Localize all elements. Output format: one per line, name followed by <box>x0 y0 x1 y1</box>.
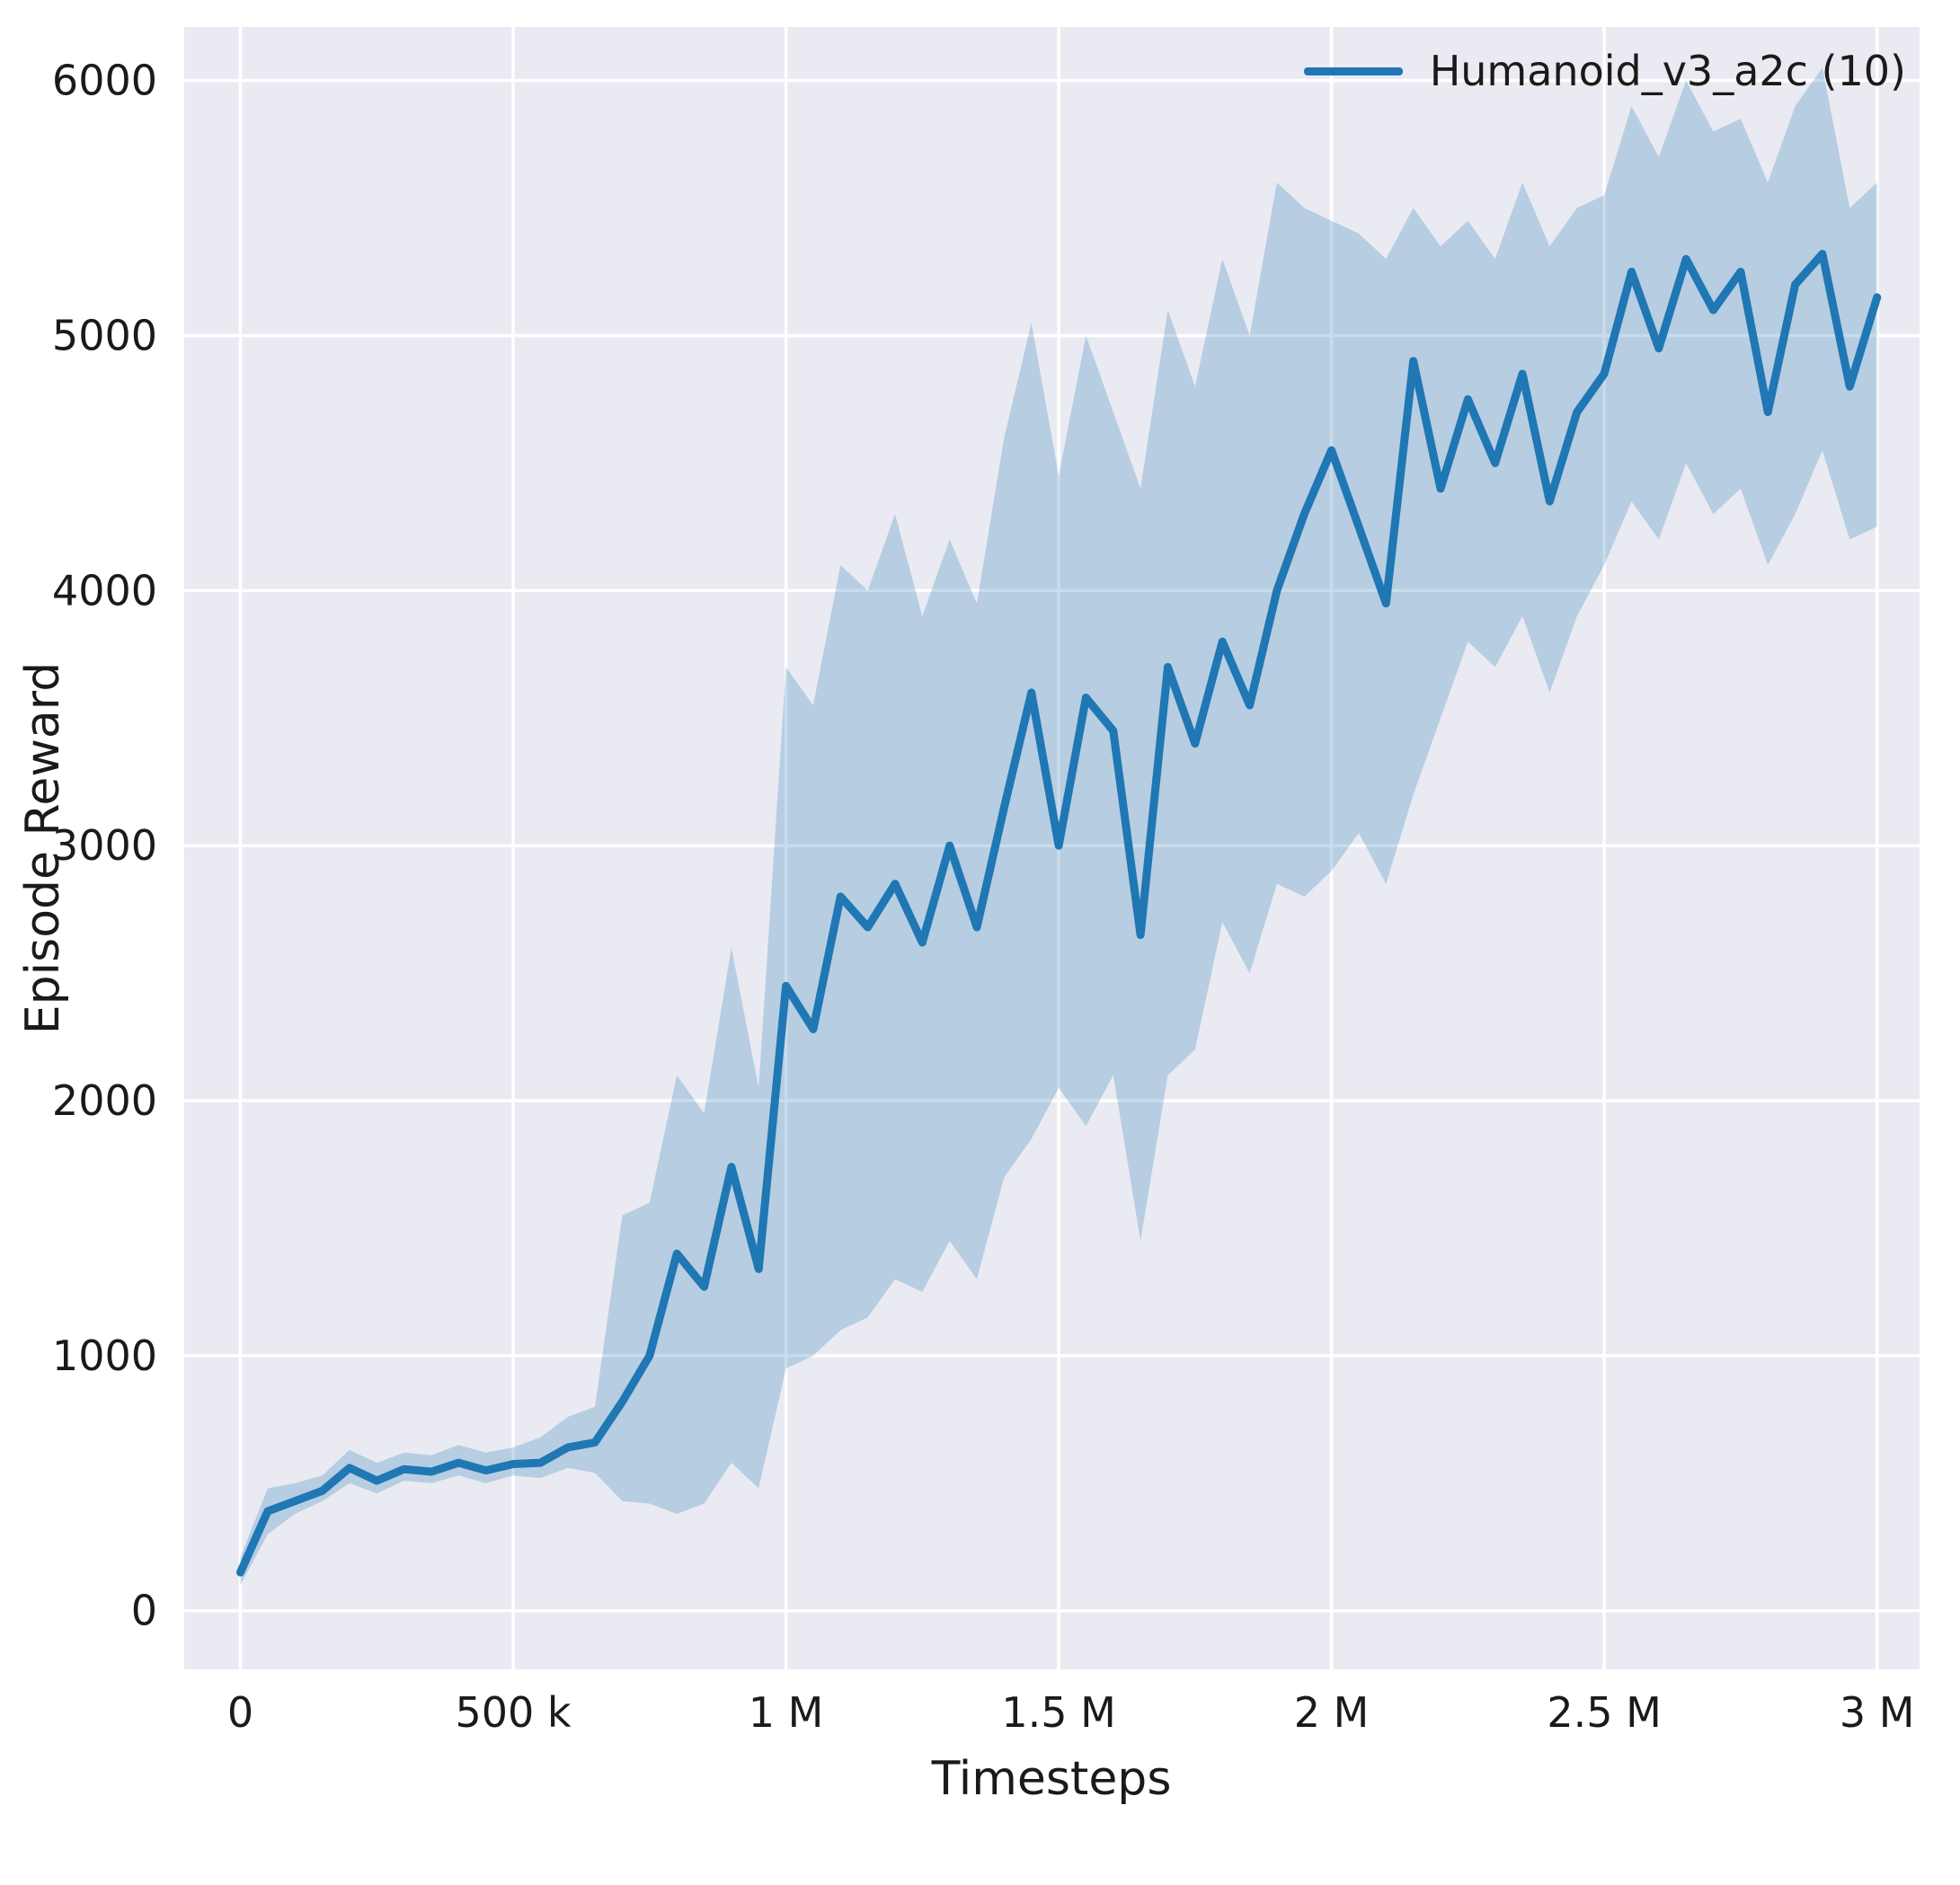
legend-line-swatch <box>1303 66 1403 75</box>
y-tick-label: 4000 <box>52 566 157 615</box>
x-tick-label: 1 M <box>749 1688 824 1737</box>
mean-reward-line <box>236 250 1882 1577</box>
x-tick-label: 0 <box>227 1688 253 1737</box>
x-axis-label: Timesteps <box>931 1752 1172 1806</box>
x-tick-label: 1.5 M <box>1001 1688 1115 1737</box>
plot-background <box>184 27 1920 1669</box>
x-tick-label: 500 k <box>455 1688 571 1737</box>
y-tick-label: 1000 <box>52 1332 157 1380</box>
y-tick-label: 6000 <box>52 57 157 105</box>
y-tick-label: 0 <box>131 1587 157 1635</box>
y-tick-label: 5000 <box>52 312 157 360</box>
x-tick-label: 3 M <box>1840 1688 1915 1737</box>
legend: Humanoid_v3_a2c (10) <box>1303 47 1906 95</box>
legend-label: Humanoid_v3_a2c (10) <box>1429 47 1906 95</box>
y-tick-label: 3000 <box>52 821 157 870</box>
y-tick-label: 2000 <box>52 1076 157 1125</box>
y-axis-label: Episode Reward <box>16 661 70 1035</box>
x-tick-label: 2.5 M <box>1547 1688 1661 1737</box>
x-tick-label: 2 M <box>1294 1688 1370 1737</box>
